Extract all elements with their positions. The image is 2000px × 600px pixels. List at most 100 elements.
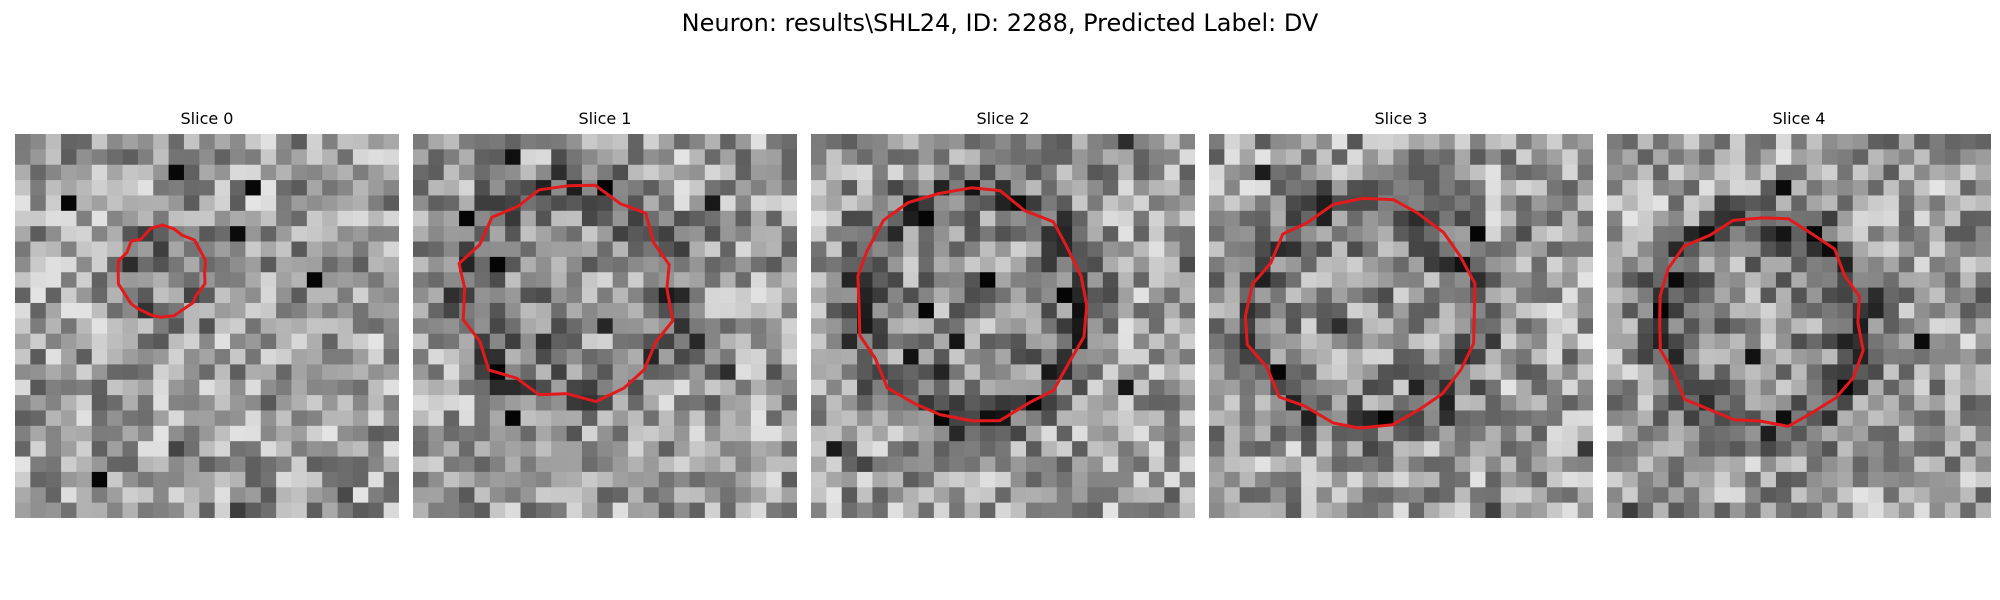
image-pixel [1316,318,1333,335]
image-pixel [276,318,292,335]
image-pixel [383,272,399,288]
image-pixel [306,364,323,381]
image-pixel [720,302,736,319]
image-pixel [1148,149,1165,166]
image-pixel [1316,164,1333,181]
image-pixel [1546,272,1563,288]
image-pixel [1316,272,1333,288]
image-pixel [260,456,277,473]
image-pixel [1975,210,1991,227]
image-pixel [1164,272,1181,288]
image-pixel [781,272,797,288]
image-pixel [720,256,736,273]
image-pixel [352,456,369,473]
image-pixel [1929,195,1946,212]
image-pixel [245,456,262,473]
image-pixel [153,502,169,518]
image-pixel [964,210,981,227]
image-pixel [1806,241,1823,258]
image-pixel [1133,395,1150,411]
image-pixel [826,425,843,442]
image-pixel [566,164,583,181]
image-pixel [1653,379,1669,396]
image-pixel [368,195,385,212]
image-pixel [887,302,904,319]
image-pixel [704,241,721,258]
image-pixel [612,364,629,381]
image-pixel [1087,256,1104,273]
image-pixel [107,226,123,242]
image-pixel [674,210,690,227]
image-pixel [276,471,292,488]
image-pixel [1775,256,1792,273]
image-pixel [199,410,216,427]
image-pixel [91,164,108,181]
image-pixel [1377,318,1394,335]
image-pixel [15,456,31,473]
image-pixel [1179,210,1195,227]
image-pixel [1408,379,1425,396]
image-pixel [1760,241,1777,258]
image-pixel [1577,195,1593,212]
image-pixel [720,487,736,504]
image-pixel [520,364,537,381]
image-pixel [291,149,308,166]
image-pixel [1239,256,1256,273]
image-pixel [214,349,231,365]
image-pixel [1806,134,1823,150]
image-pixel [122,210,139,227]
image-pixel [551,502,567,518]
image-pixel [245,441,262,457]
image-pixel [1301,456,1317,473]
image-pixel [1301,441,1317,457]
image-pixel [383,379,399,396]
image-pixel [1760,318,1777,335]
image-pixel [45,272,62,288]
image-pixel [168,364,185,381]
image-pixel [1270,487,1287,504]
image-pixel [1653,364,1669,381]
image-pixel [1868,364,1884,381]
image-pixel [1439,318,1456,335]
image-pixel [1531,349,1548,365]
image-pixel [306,195,323,212]
image-pixel [1806,180,1823,196]
image-pixel [214,502,231,518]
image-pixel [1914,487,1930,504]
image-pixel [1393,456,1410,473]
image-pixel [887,502,904,518]
image-pixel [857,349,873,365]
image-pixel [1500,180,1517,196]
image-pixel [1791,180,1808,196]
image-pixel [1393,441,1410,457]
image-pixel [153,302,169,319]
image-pixel [1056,456,1073,473]
image-pixel [306,487,323,504]
image-pixel [1301,302,1317,319]
image-pixel [551,333,567,350]
image-pixel [1914,180,1930,196]
image-pixel [551,395,567,411]
image-pixel [306,456,323,473]
image-pixel [1026,302,1042,319]
image-pixel [566,287,583,304]
image-pixel [1331,318,1348,335]
image-pixel [291,180,308,196]
image-pixel [459,471,475,488]
image-pixel [781,256,797,273]
image-pixel [995,364,1012,381]
image-pixel [1102,425,1119,442]
image-pixel [872,272,889,288]
image-pixel [337,256,354,273]
image-pixel [413,425,429,442]
image-pixel [1362,349,1379,365]
image-pixel [1179,410,1195,427]
image-pixel [15,164,31,181]
image-pixel [1975,287,1991,304]
image-pixel [826,456,843,473]
image-pixel [1791,226,1808,242]
image-pixel [1255,471,1271,488]
image-pixel [1026,364,1042,381]
image-pixel [306,318,323,335]
image-pixel [1837,318,1854,335]
